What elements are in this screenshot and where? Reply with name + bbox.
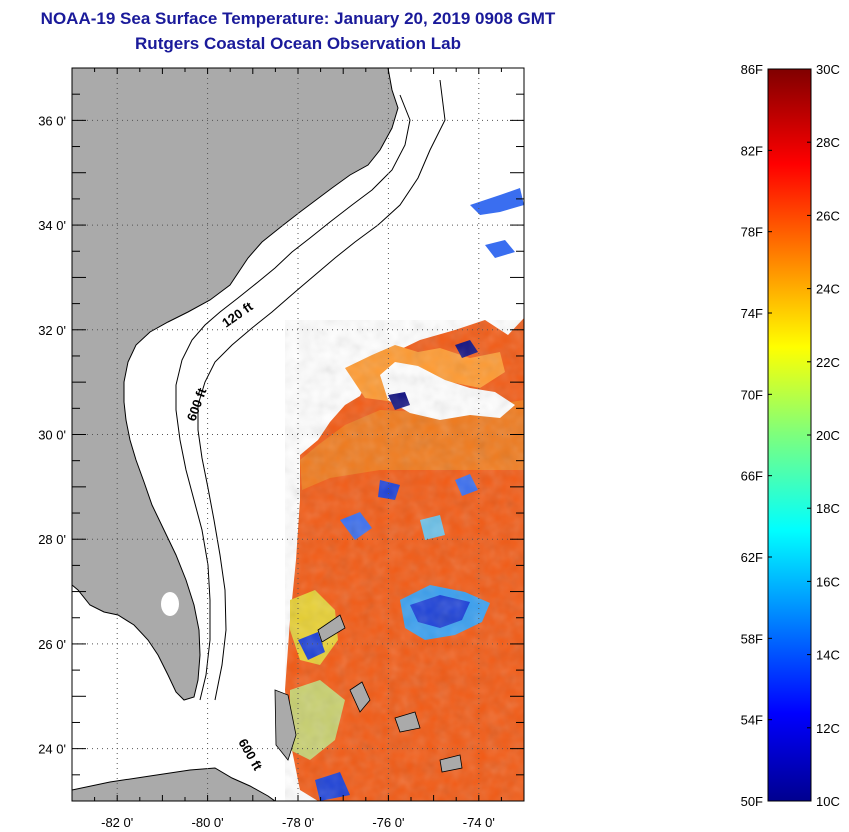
colorbar-fahrenheit-label: 70F <box>741 387 763 402</box>
map-frame <box>71 67 525 802</box>
andros-island <box>274 689 297 761</box>
x-tick-label: -82 0' <box>101 815 133 830</box>
x-tick-label: -76 0' <box>372 815 404 830</box>
map-gridlines <box>72 68 524 801</box>
colorbar-fahrenheit-label: 82F <box>741 143 763 158</box>
cat-island <box>394 711 421 733</box>
bahamas-islands <box>274 614 463 773</box>
island-small <box>439 754 463 773</box>
y-tick-label: 34 0' <box>38 218 66 233</box>
colorbar-celsius-label: 12C <box>816 721 840 736</box>
y-tick-label: 36 0' <box>38 113 66 128</box>
sst-field <box>285 188 524 801</box>
colorbar-fahrenheit-label: 78F <box>741 225 763 240</box>
land-cuba <box>72 767 276 801</box>
colorbar-celsius-label: 16C <box>816 574 840 589</box>
colorbar-celsius-label: 30C <box>816 62 840 77</box>
colorbar-fahrenheit-label: 58F <box>741 631 763 646</box>
y-tick-label: 28 0' <box>38 532 66 547</box>
y-axis-tick-labels: 36 0' 34 0' 32 0' 30 0' 28 0' 26 0' 24 0' <box>38 113 66 756</box>
land-southeast-us <box>72 68 399 701</box>
colorbar-fahrenheit-labels: 86F 82F 78F 74F 70F 66F 62F 58F 54F 50F <box>741 62 763 809</box>
colorbar-fahrenheit-label: 66F <box>741 469 763 484</box>
y-tick-label: 24 0' <box>38 742 66 757</box>
colorbar-fahrenheit-label: 50F <box>741 794 763 809</box>
colorbar-celsius-label: 20C <box>816 428 840 443</box>
colorbar <box>767 68 812 802</box>
colorbar-celsius-label: 24C <box>816 282 840 297</box>
colorbar-celsius-label: 10C <box>816 794 840 809</box>
axis-ticks <box>71 67 525 802</box>
abaco-island <box>317 614 346 643</box>
colorbar-ticks <box>768 68 811 802</box>
colorbar-celsius-labels: 30C 28C 26C 24C 22C 20C 18C 16C 14C 12C 10C <box>816 62 840 809</box>
colorbar-celsius-label: 28C <box>816 135 840 150</box>
lake-okeechobee <box>161 592 179 616</box>
y-tick-label: 30 0' <box>38 428 66 443</box>
y-tick-label: 26 0' <box>38 637 66 652</box>
chart-subtitle: Rutgers Coastal Ocean Observation Lab <box>135 34 461 53</box>
y-tick-label: 32 0' <box>38 323 66 338</box>
cold-patch-9 <box>470 188 524 215</box>
colorbar-fahrenheit-label: 86F <box>741 62 763 77</box>
x-axis-tick-labels: -82 0' -80 0' -78 0' -76 0' -74 0' <box>101 815 495 830</box>
eleuthera-island <box>349 681 371 713</box>
colorbar-celsius-label: 26C <box>816 208 840 223</box>
contour-600ft <box>197 79 446 701</box>
colorbar-celsius-label: 22C <box>816 355 840 370</box>
colorbar-fahrenheit-label: 54F <box>741 713 763 728</box>
colorbar-fahrenheit-label: 74F <box>741 306 763 321</box>
contour-120ft <box>175 94 411 701</box>
colorbar-celsius-label: 14C <box>816 648 840 663</box>
x-tick-label: -78 0' <box>282 815 314 830</box>
x-tick-label: -74 0' <box>463 815 495 830</box>
colorbar-fahrenheit-label: 62F <box>741 550 763 565</box>
x-tick-label: -80 0' <box>192 815 224 830</box>
cold-patch-10 <box>485 240 515 258</box>
chart-title: NOAA-19 Sea Surface Temperature: January… <box>40 9 556 28</box>
colorbar-celsius-label: 18C <box>816 501 840 516</box>
